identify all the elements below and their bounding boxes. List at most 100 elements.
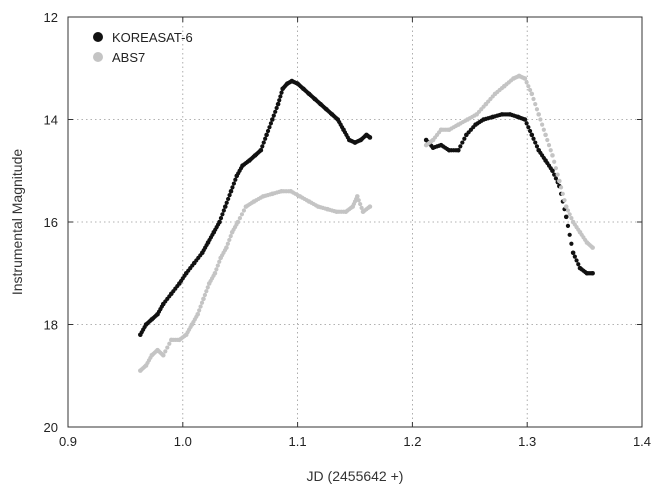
data-point [197, 308, 202, 313]
data-point [552, 159, 557, 164]
data-point [195, 311, 201, 317]
data-point [260, 144, 265, 149]
y-tick-label: 12 [44, 10, 58, 25]
y-tick-label: 16 [44, 215, 58, 230]
data-point [567, 232, 572, 237]
legend-marker-koreasat-6 [93, 32, 103, 42]
data-point [367, 204, 373, 209]
data-point [462, 136, 467, 141]
data-point [273, 109, 278, 114]
data-point [565, 208, 571, 213]
data-point [576, 262, 581, 267]
data-point [358, 201, 363, 207]
data-point [163, 349, 168, 354]
data-point [548, 148, 553, 153]
data-point [550, 168, 555, 174]
data-point [215, 263, 220, 268]
data-point [359, 205, 364, 211]
data-point [522, 117, 528, 122]
data-point [529, 91, 535, 97]
data-point [264, 132, 269, 138]
data-point [563, 214, 569, 220]
data-point [274, 105, 279, 111]
data-point [545, 137, 550, 143]
data-point [263, 136, 268, 141]
data-point [268, 121, 274, 126]
data-point [533, 102, 538, 107]
data-point [224, 245, 229, 250]
data-point [228, 188, 234, 194]
data-point [534, 107, 540, 112]
data-point [278, 94, 283, 99]
data-point [258, 147, 264, 153]
data-point [233, 177, 238, 182]
data-point [533, 140, 538, 145]
data-point [165, 345, 170, 350]
data-point [227, 237, 232, 243]
data-point [214, 267, 219, 272]
x-tick-label: 1.2 [403, 434, 421, 449]
data-point [456, 147, 461, 153]
data-point [558, 185, 564, 190]
data-point [557, 178, 562, 184]
data-point [526, 125, 531, 130]
data-point [567, 212, 572, 217]
data-point [526, 84, 531, 89]
data-point [546, 143, 552, 148]
data-point [527, 87, 533, 93]
data-point [271, 113, 276, 118]
data-point [220, 212, 225, 217]
data-point [239, 212, 245, 217]
data-point [237, 216, 243, 221]
data-point [275, 101, 281, 107]
y-axis-label: Instrumental Magnitude [9, 149, 25, 296]
x-tick-label: 1.4 [633, 434, 651, 449]
data-point [570, 250, 576, 256]
data-point [367, 135, 373, 140]
data-point [267, 125, 272, 130]
x-tick-label: 1.3 [518, 434, 536, 449]
data-point [241, 208, 247, 213]
data-point [231, 181, 236, 186]
data-point [225, 241, 230, 246]
data-point [572, 254, 577, 259]
data-point [356, 198, 361, 203]
data-point [541, 127, 546, 132]
grid [68, 17, 642, 427]
data-point [458, 144, 463, 149]
series-koreasat-6 [138, 78, 595, 338]
data-point [261, 140, 266, 145]
data-point [230, 185, 235, 190]
data-point [160, 352, 166, 358]
series-abs7 [138, 73, 595, 373]
data-point [217, 219, 222, 225]
data-point [228, 233, 233, 239]
y-tick-label: 20 [44, 420, 58, 435]
data-point [524, 80, 529, 85]
data-point [227, 192, 232, 198]
data-point [590, 245, 595, 250]
data-point [529, 132, 535, 138]
x-axis-label: JD (2455642 +) [307, 468, 404, 484]
data-point [563, 204, 569, 209]
data-point [270, 117, 275, 122]
data-point [199, 300, 205, 305]
data-point [531, 136, 536, 141]
data-point [543, 132, 548, 138]
data-point [565, 223, 571, 228]
data-point [538, 117, 543, 122]
data-point [198, 304, 203, 309]
data-point [224, 200, 229, 205]
data-point [265, 128, 271, 134]
data-point [553, 166, 559, 171]
data-point [536, 112, 541, 117]
data-point [531, 96, 536, 102]
axis-ticks [67, 16, 643, 428]
data-point [527, 128, 533, 134]
data-point [555, 172, 560, 177]
data-point [235, 219, 241, 225]
data-point [524, 121, 529, 126]
data-point [540, 122, 545, 127]
data-point [590, 270, 595, 276]
